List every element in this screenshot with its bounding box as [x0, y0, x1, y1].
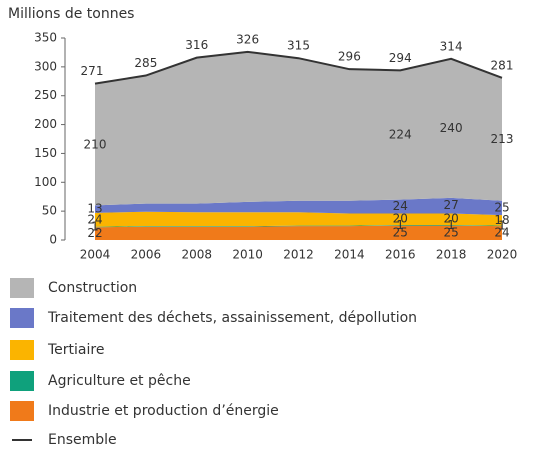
x-tick-label: 2004 — [80, 248, 111, 262]
area — [95, 51, 502, 206]
x-tick-label: 2006 — [131, 248, 162, 262]
data-label: 25 — [393, 225, 408, 239]
data-label: 20 — [443, 212, 458, 226]
total-line — [94, 50, 503, 85]
area — [95, 224, 502, 228]
data-label: 1 — [91, 220, 99, 234]
y-tick-label: 300 — [34, 59, 57, 73]
x-tick-label: 2010 — [232, 248, 263, 262]
legend-swatch — [10, 278, 34, 298]
data-label: 25 — [443, 225, 458, 239]
area — [95, 225, 502, 240]
data-label: 18 — [494, 213, 509, 227]
legend-swatch — [10, 401, 34, 421]
legend-swatch — [10, 308, 34, 328]
legend-swatch — [10, 340, 34, 360]
data-label: 22 — [87, 226, 102, 240]
legend-label: Ensemble — [48, 432, 117, 448]
x-tick-label: 2012 — [283, 248, 314, 262]
total-label: 316 — [185, 38, 208, 52]
y-tick-label: 100 — [34, 175, 57, 189]
total-label: 294 — [389, 51, 412, 65]
legend-label: Traitement des déchets, assainissement, … — [47, 310, 417, 326]
total-label: 285 — [134, 56, 157, 70]
legend-label: Tertiaire — [47, 342, 104, 358]
x-tick-label: 2016 — [385, 248, 416, 262]
x-tick-label: 2014 — [334, 248, 365, 262]
total-label: 314 — [440, 39, 463, 53]
data-label: 25 — [494, 200, 509, 214]
data-label: 213 — [491, 132, 514, 146]
y-tick-label: 0 — [49, 233, 57, 247]
area — [95, 197, 502, 216]
data-label: 20 — [393, 212, 408, 226]
axis-unit: Millions de tonnes — [8, 6, 134, 22]
total-label: 271 — [81, 64, 104, 78]
data-label: 1 — [498, 218, 506, 232]
total-label: 296 — [338, 50, 361, 64]
data-label: 27 — [443, 198, 458, 212]
legend-label: Industrie et production d’énergie — [48, 403, 279, 419]
data-label: 24 — [494, 226, 509, 240]
data-label: 240 — [440, 121, 463, 135]
data-label: 210 — [84, 137, 107, 151]
y-tick-label: 150 — [34, 146, 57, 160]
y-tick-label: 250 — [34, 88, 57, 102]
x-tick-label: 2018 — [436, 248, 467, 262]
total-label: 326 — [236, 32, 259, 46]
data-label: 1 — [447, 218, 455, 232]
y-tick-label: 200 — [34, 117, 57, 131]
legend-label: Construction — [48, 280, 137, 296]
data-label: 24 — [87, 212, 102, 226]
legend-label: Agriculture et pêche — [48, 373, 191, 389]
area — [95, 211, 502, 227]
y-tick-label: 350 — [34, 31, 57, 45]
data-label: 1 — [396, 218, 404, 232]
y-tick-label: 50 — [42, 204, 57, 218]
data-label: 13 — [87, 202, 102, 216]
legend-swatch — [10, 371, 34, 391]
data-label: 24 — [393, 199, 408, 213]
total-label: 281 — [491, 58, 514, 72]
x-tick-label: 2020 — [487, 248, 518, 262]
total-label: 315 — [287, 39, 310, 53]
data-label: 224 — [389, 127, 412, 141]
x-tick-label: 2008 — [181, 248, 212, 262]
